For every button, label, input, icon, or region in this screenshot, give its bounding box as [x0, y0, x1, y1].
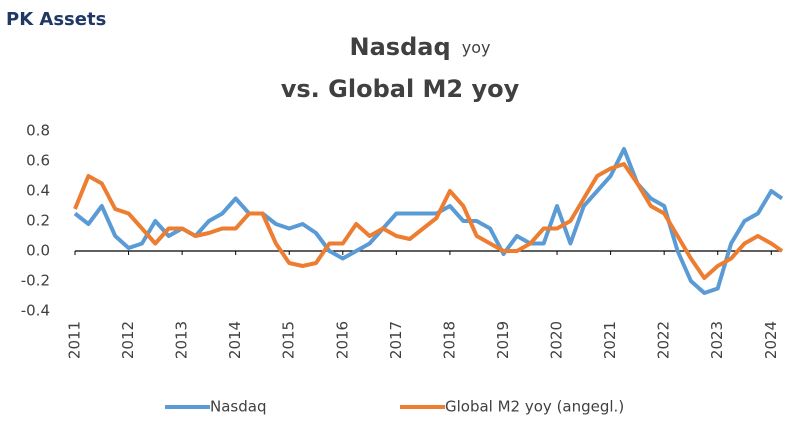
x-tick-label: 2019: [494, 321, 512, 359]
x-tick-label: 2021: [601, 321, 619, 359]
x-tick-label: 2018: [440, 321, 458, 359]
x-tick-label: 2017: [387, 321, 405, 359]
legend-label: Global M2 yoy (angegl.): [445, 398, 624, 416]
source-label: PK Assets: [6, 9, 106, 30]
title-small: yoy: [462, 38, 491, 57]
chart-title: Nasdaq yoy: [350, 33, 491, 61]
x-tick-label: 2020: [548, 321, 566, 359]
x-tick-label: 2014: [226, 321, 244, 359]
x-tick-label: 2015: [280, 321, 298, 359]
title-main: Nasdaq: [350, 33, 451, 61]
x-tick-label: 2011: [66, 321, 84, 359]
x-tick-label: 2022: [655, 321, 673, 359]
x-tick-label: 2023: [708, 321, 726, 359]
x-tick-label: 2012: [119, 321, 137, 359]
x-tick-label: 2024: [762, 321, 780, 359]
series-line: [73, 147, 784, 295]
y-tick-label: 0.2: [26, 212, 50, 230]
legend-label: Nasdaq: [210, 398, 266, 416]
y-tick-label: 0.8: [26, 122, 50, 140]
chart-title-line2: vs. Global M2 yoy: [281, 75, 520, 103]
y-tick-label: -0.4: [21, 302, 50, 320]
y-tick-label: 0.0: [26, 242, 50, 260]
x-tick-label: 2013: [173, 321, 191, 359]
y-tick-label: 0.6: [26, 152, 50, 170]
series-line: [73, 162, 784, 280]
y-tick-label: -0.2: [21, 272, 50, 290]
y-tick-label: 0.4: [26, 182, 50, 200]
x-tick-label: 2016: [333, 321, 351, 359]
